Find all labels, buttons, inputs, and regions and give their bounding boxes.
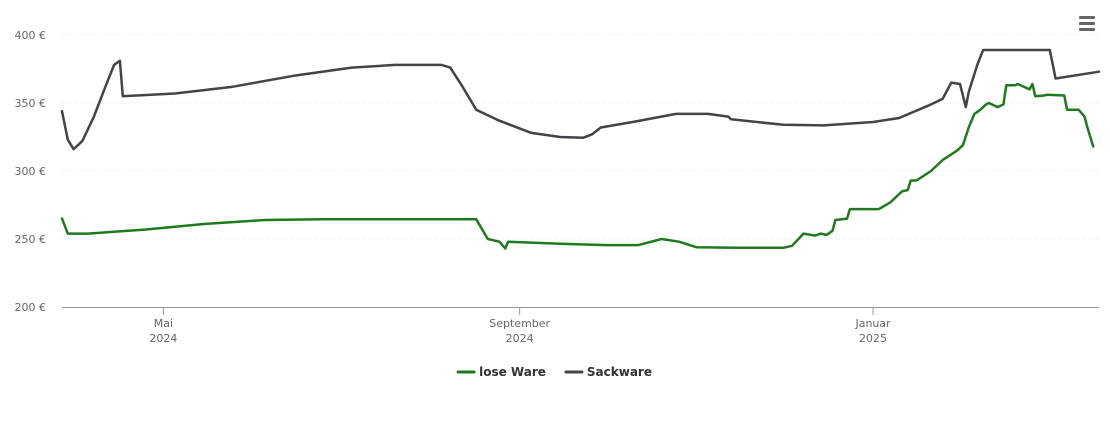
x-tick-label: Januar — [854, 317, 891, 330]
legend-label: Sackware — [587, 365, 652, 379]
legend-label: lose Ware — [479, 365, 546, 379]
x-tick-label: September — [489, 317, 550, 330]
x-tick-label: Mai — [154, 317, 173, 330]
y-tick-label: 300 € — [15, 165, 47, 178]
series-lines — [60, 48, 1101, 250]
y-axis: 200 € 250 € 300 € 350 € 400 € — [15, 29, 47, 314]
chart-menu-icon[interactable] — [1076, 12, 1098, 34]
x-tick-year: 2025 — [859, 332, 887, 345]
legend-item[interactable]: Sackware — [564, 365, 652, 379]
y-tick-label: 200 € — [15, 301, 47, 314]
y-gridlines — [62, 34, 1099, 240]
y-tick-label: 250 € — [15, 233, 47, 246]
x-tick-year: 2024 — [149, 332, 177, 345]
y-tick-label: 350 € — [15, 97, 47, 110]
legend-item[interactable]: lose Ware — [456, 365, 546, 379]
x-tick-year: 2024 — [506, 332, 534, 345]
x-axis: Mai 2024 September 2024 Januar 2025 — [62, 307, 1099, 345]
series-line-0[interactable] — [60, 82, 1095, 250]
legend[interactable]: lose Ware Sackware — [456, 365, 652, 379]
series-line-1[interactable] — [60, 48, 1101, 151]
y-tick-label: 400 € — [15, 29, 47, 42]
